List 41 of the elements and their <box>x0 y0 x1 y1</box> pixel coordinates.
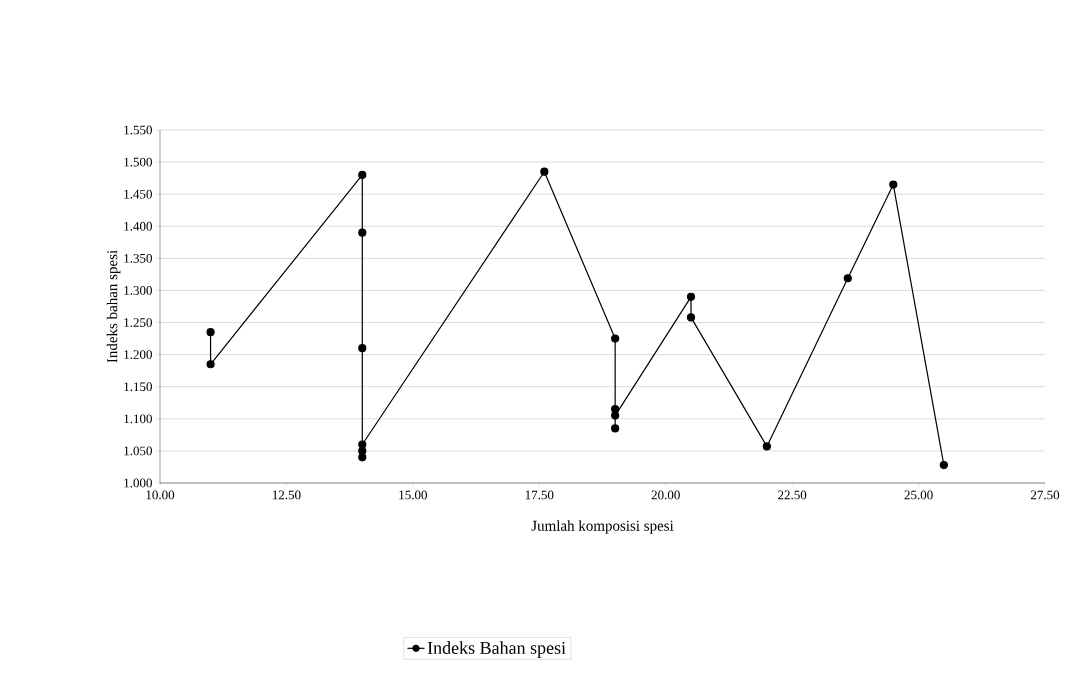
y-tick-label: 1.150 <box>124 382 152 392</box>
x-axis-title: Jumlah komposisi spesi <box>531 520 674 534</box>
y-tick-label: 1.500 <box>124 157 152 167</box>
x-tick-label: 20.00 <box>651 490 680 500</box>
point <box>686 292 696 301</box>
point <box>843 274 852 283</box>
point <box>889 180 898 189</box>
x-tick-label: 10.00 <box>146 490 175 500</box>
x-tick-label: 25.00 <box>904 490 933 500</box>
point <box>611 424 620 433</box>
y-tick-label: 1.550 <box>124 125 152 135</box>
y-tick-label: 1.050 <box>124 446 152 456</box>
y-tick-label: 1.400 <box>124 221 152 231</box>
y-tick-label: 1.300 <box>124 286 152 295</box>
x-tick-label: 27.50 <box>1030 490 1060 500</box>
x-tick-label: 17.50 <box>525 490 554 500</box>
x-tick-label: 22.50 <box>778 490 807 500</box>
point <box>939 460 948 470</box>
legend-label: Indeks Bahan spesi <box>427 641 566 658</box>
point <box>206 328 215 337</box>
y-tick-label: 1.100 <box>124 414 152 424</box>
y-tick-label: 1.450 <box>124 189 152 199</box>
point <box>358 228 367 237</box>
y-tick-label: 1.200 <box>124 350 152 360</box>
point <box>358 344 367 353</box>
point <box>358 170 367 180</box>
y-tick-label: 1.250 <box>124 318 152 327</box>
y-tick-label: 1.000 <box>124 478 152 488</box>
point <box>358 453 367 462</box>
x-tick-label: 15.00 <box>399 490 427 500</box>
y-axis-title: Indeks bahan spesi <box>106 250 121 363</box>
x-tick-label: 12.50 <box>272 490 301 500</box>
point <box>206 360 215 369</box>
point <box>611 334 620 343</box>
point <box>358 440 367 449</box>
point <box>611 411 620 420</box>
point <box>611 405 620 414</box>
y-tick-label: 1.350 <box>124 253 152 263</box>
point <box>686 313 696 322</box>
point <box>762 442 771 451</box>
point <box>540 167 549 176</box>
